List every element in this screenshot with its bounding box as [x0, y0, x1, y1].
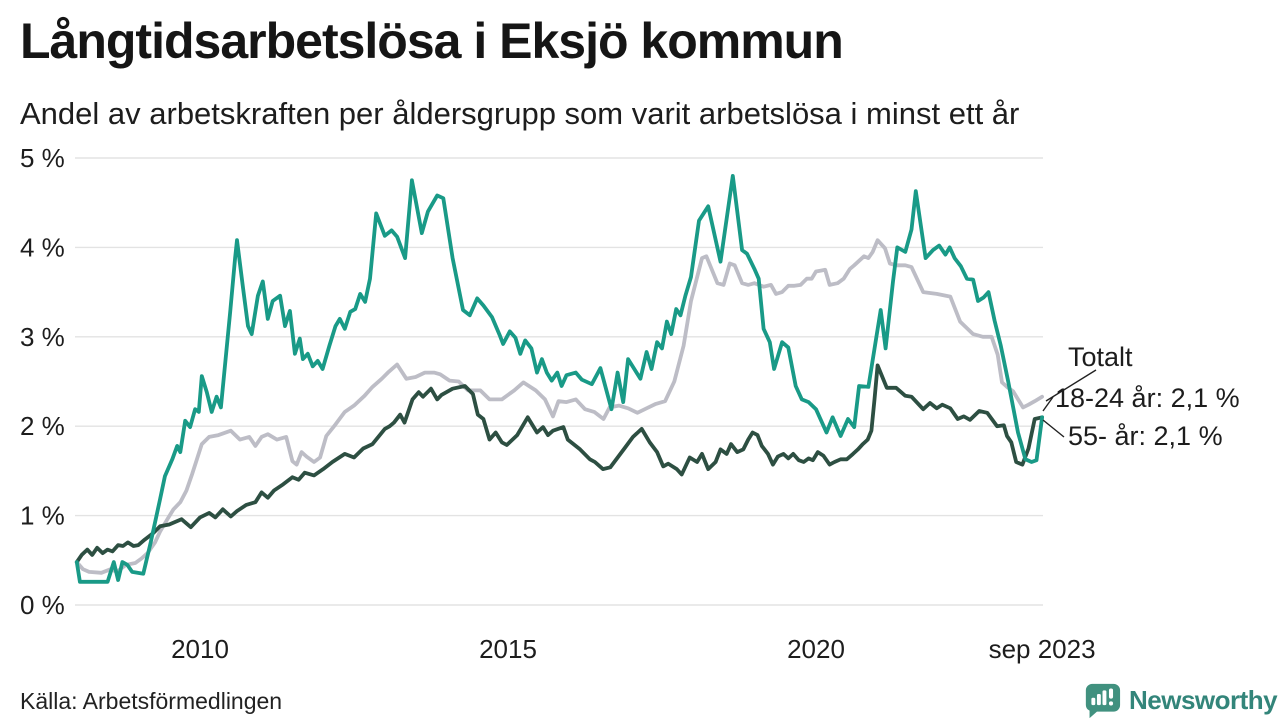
source-note: Källa: Arbetsförmedlingen [20, 688, 283, 714]
newsworthy-logo-icon [1084, 682, 1121, 719]
series-line-totalt [74, 238, 1044, 575]
annotation-leader-line-55 [1042, 419, 1065, 438]
page-subtitle: Andel av arbetskraften per åldersgrupp s… [20, 96, 1020, 131]
x-axis-tick-label: 2010 [171, 634, 229, 664]
page-title: Långtidsarbetslösa i Eksjö kommun [20, 13, 844, 69]
x-axis-tick-label: 2015 [479, 634, 537, 664]
annotation-leader-line-totalt [1045, 369, 1097, 402]
series-line-18-24 [74, 173, 1044, 584]
newsworthy-logo-text: Newsworthy [1129, 685, 1278, 715]
y-axis-tick-label: 5 % [20, 143, 65, 173]
y-axis-tick-label: 0 % [20, 590, 65, 620]
series-line-55 [74, 363, 1044, 564]
series-end-label-totalt: Totalt [1068, 342, 1133, 372]
newsworthy-logo: Newsworthy [1084, 682, 1278, 719]
series-end-label-18-24: 18-24 år: 2,1 % [1055, 383, 1240, 413]
annotation-leader-line-18-24 [1042, 396, 1054, 412]
y-axis-tick-label: 2 % [20, 411, 65, 441]
series-end-label-55: 55- år: 2,1 % [1068, 421, 1223, 451]
x-axis-tick-label: sep 2023 [989, 634, 1096, 664]
x-axis-tick-label: 2020 [787, 634, 845, 664]
y-axis-tick-label: 1 % [20, 501, 65, 531]
y-axis-tick-label: 3 % [20, 322, 65, 352]
y-axis-tick-label: 4 % [20, 232, 65, 262]
